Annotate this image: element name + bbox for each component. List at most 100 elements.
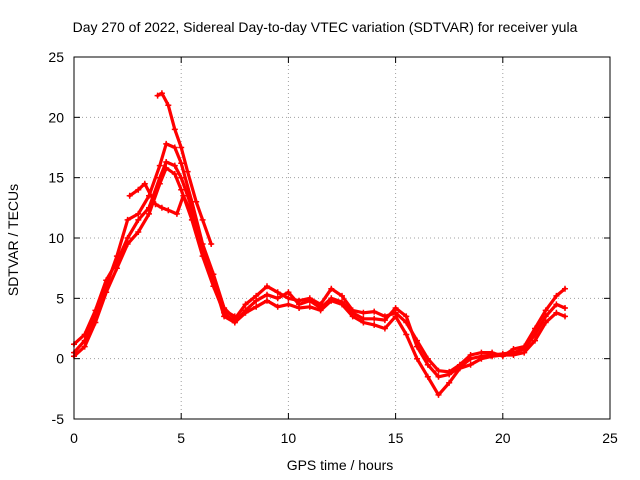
data-point xyxy=(562,285,568,292)
data-point xyxy=(171,171,178,177)
data-point xyxy=(171,126,178,133)
data-point xyxy=(553,292,560,299)
data-point xyxy=(171,144,178,151)
data-point xyxy=(184,168,191,175)
y-tick-label: 10 xyxy=(48,230,64,246)
data-point xyxy=(510,349,517,356)
series-layer xyxy=(71,90,568,398)
data-point xyxy=(328,295,335,302)
data-point xyxy=(154,92,161,99)
data-point xyxy=(274,303,281,310)
data-point xyxy=(562,313,568,320)
data-point xyxy=(339,299,345,305)
y-tick-label: 25 xyxy=(48,49,64,65)
data-point xyxy=(414,343,420,350)
data-point xyxy=(403,331,410,338)
data-point xyxy=(221,307,228,314)
y-tick-label: 5 xyxy=(56,290,64,306)
data-point xyxy=(274,289,281,296)
data-point xyxy=(135,186,142,193)
x-tick-label: 10 xyxy=(281,430,297,446)
data-point xyxy=(542,307,549,314)
data-point xyxy=(173,210,180,217)
data-point xyxy=(446,379,453,386)
data-point xyxy=(360,315,367,322)
data-point xyxy=(156,162,163,169)
data-point xyxy=(253,303,260,310)
series-trace-3 xyxy=(71,159,568,380)
data-point xyxy=(456,364,463,371)
data-point xyxy=(360,309,367,316)
data-point xyxy=(158,90,165,97)
x-tick-label: 15 xyxy=(388,430,404,446)
data-point xyxy=(242,307,249,314)
data-point xyxy=(414,355,420,362)
data-point xyxy=(285,295,292,302)
data-point xyxy=(156,174,163,181)
data-point xyxy=(135,216,142,223)
chart-title: Day 270 of 2022, Sidereal Day-to-day VTE… xyxy=(73,19,578,35)
data-point xyxy=(231,313,238,320)
data-point xyxy=(81,331,88,338)
data-point xyxy=(264,283,270,290)
data-point xyxy=(135,229,142,235)
data-point xyxy=(467,361,474,368)
data-point xyxy=(489,352,496,358)
data-point xyxy=(435,391,442,398)
data-point xyxy=(532,337,538,344)
data-point xyxy=(562,305,568,311)
data-point xyxy=(146,204,152,211)
data-point xyxy=(446,371,453,378)
data-point xyxy=(542,313,549,320)
data-point xyxy=(208,241,215,247)
data-point xyxy=(532,331,538,338)
data-point xyxy=(381,325,388,332)
data-point xyxy=(135,210,142,217)
x-tick-label: 25 xyxy=(602,430,618,446)
data-point xyxy=(103,277,110,284)
data-point xyxy=(424,373,431,380)
data-point xyxy=(178,174,185,181)
data-point xyxy=(285,289,292,296)
data-point xyxy=(193,198,200,205)
data-point xyxy=(306,297,313,304)
data-point xyxy=(499,350,506,357)
data-point xyxy=(521,346,528,352)
data-point xyxy=(381,317,388,324)
x-axis-label: GPS time / hours xyxy=(287,457,394,473)
data-point xyxy=(285,301,292,308)
data-point xyxy=(163,140,170,147)
data-point xyxy=(180,192,187,199)
data-point xyxy=(435,367,442,374)
data-point xyxy=(392,305,399,311)
data-point xyxy=(403,313,410,320)
series-trace-5-segment xyxy=(154,90,215,247)
data-point xyxy=(371,321,378,328)
data-point xyxy=(146,210,152,217)
data-point xyxy=(171,162,178,169)
data-point xyxy=(264,291,270,298)
data-point xyxy=(264,297,270,304)
tick-layer: 0 5 10 15 20 25 -5 0 5 10 15 20 25 xyxy=(48,49,618,446)
data-point xyxy=(113,259,120,266)
y-axis-label: SDTVAR / TECUs xyxy=(5,184,21,296)
data-point xyxy=(81,343,88,350)
x-tick-label: 5 xyxy=(177,430,185,446)
data-point xyxy=(392,313,399,320)
data-point xyxy=(165,207,172,214)
data-point xyxy=(253,297,260,304)
data-point xyxy=(124,235,131,241)
data-point xyxy=(92,307,99,314)
data-point xyxy=(478,353,485,360)
data-point xyxy=(467,355,474,362)
y-tick-label: 15 xyxy=(48,170,64,186)
data-point xyxy=(165,102,172,109)
data-point xyxy=(296,301,303,308)
y-tick-label: 0 xyxy=(56,351,64,367)
data-point xyxy=(188,210,195,217)
data-point xyxy=(424,361,431,368)
x-tick-label: 0 xyxy=(70,430,78,446)
data-point xyxy=(328,285,335,292)
